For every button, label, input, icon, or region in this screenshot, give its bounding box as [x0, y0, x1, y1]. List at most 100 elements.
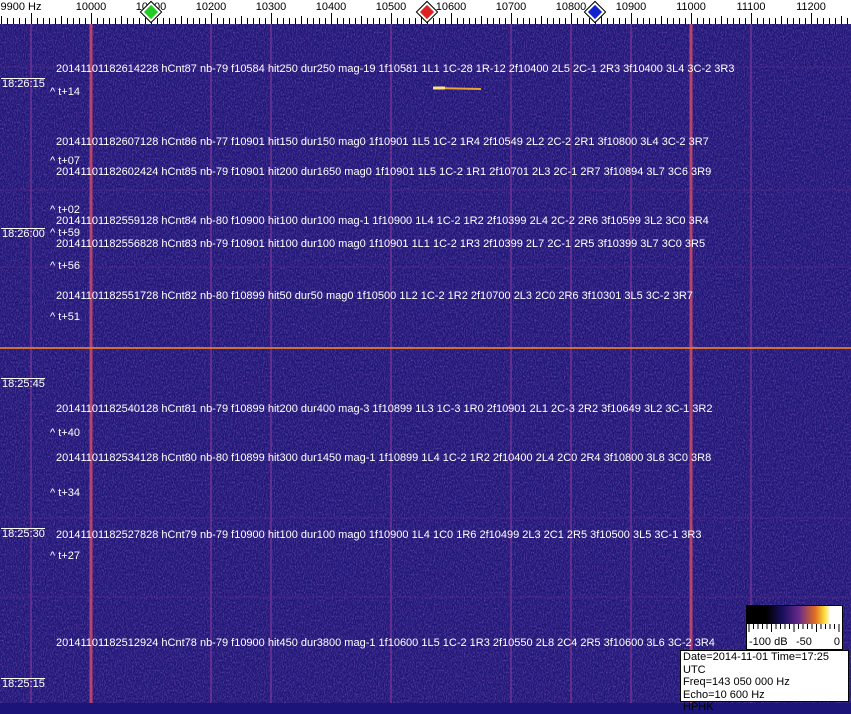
ruler-tick	[439, 18, 440, 24]
ruler-tick	[589, 18, 590, 24]
ruler-tick	[421, 16, 422, 24]
frequency-tick-label: 10400	[315, 1, 347, 13]
ruler-tick	[49, 18, 50, 24]
time-axis-label: 18:25:30	[1, 528, 45, 540]
ruler-tick	[553, 18, 554, 24]
ruler-tick	[379, 18, 380, 24]
detection-log-line: 20141101182607128 hCnt86 nb-77 f10901 hi…	[56, 136, 709, 148]
ruler-tick	[547, 18, 548, 24]
ruler-tick	[457, 18, 458, 24]
ruler-tick	[769, 18, 770, 24]
ruler-tick	[487, 18, 488, 24]
detection-log-line: 20141101182551728 hCnt82 nb-80 f10899 hi…	[56, 290, 693, 302]
ruler-tick	[685, 18, 686, 24]
ruler-tick	[619, 18, 620, 24]
ruler-tick	[289, 18, 290, 24]
ruler-tick	[25, 18, 26, 24]
ruler-tick	[247, 18, 248, 24]
ruler-tick	[811, 13, 812, 24]
color-gradient	[747, 606, 842, 624]
ruler-tick	[475, 18, 476, 24]
ruler-tick	[817, 18, 818, 24]
time-axis-label: 18:26:15	[1, 78, 45, 90]
frequency-tick-label: 10700	[495, 1, 527, 13]
ruler-tick	[73, 18, 74, 24]
ruler-tick	[283, 18, 284, 24]
ruler-tick	[55, 18, 56, 24]
frequency-tick-label: 11200	[796, 1, 826, 13]
ruler-tick	[325, 18, 326, 24]
detection-log-line: 20141101182559128 hCnt84 nb-80 f10900 hi…	[56, 215, 709, 227]
ruler-tick	[745, 18, 746, 24]
ruler-tick	[409, 18, 410, 24]
ruler-tick	[343, 18, 344, 24]
detection-log-line: 20141101182534128 hCnt80 nb-80 f10899 hi…	[56, 452, 712, 464]
ruler-tick	[703, 18, 704, 24]
ruler-tick	[139, 18, 140, 24]
ruler-tick	[787, 18, 788, 24]
ruler-tick	[103, 18, 104, 24]
ruler-tick	[523, 18, 524, 24]
ruler-tick	[163, 18, 164, 24]
frequency-tick-label: 10000	[75, 1, 107, 13]
frequency-tick-label: 10300	[255, 1, 287, 13]
ruler-tick	[721, 16, 722, 24]
detection-time-marker: ^ t+51	[50, 311, 80, 323]
ruler-tick	[157, 18, 158, 24]
ruler-tick	[7, 18, 8, 24]
ruler-tick	[463, 18, 464, 24]
ruler-tick	[739, 18, 740, 24]
ruler-tick	[493, 18, 494, 24]
ruler-tick	[199, 18, 200, 24]
ruler-tick	[667, 18, 668, 24]
ruler-tick	[43, 18, 44, 24]
ruler-tick	[541, 16, 542, 24]
ruler-tick	[127, 18, 128, 24]
ruler-tick	[697, 18, 698, 24]
ruler-tick	[571, 13, 572, 24]
ruler-tick	[241, 16, 242, 24]
ruler-tick	[271, 13, 272, 24]
ruler-tick	[307, 18, 308, 24]
ruler-tick	[97, 18, 98, 24]
ruler-tick	[235, 18, 236, 24]
scale-label-min: -100 dB	[749, 636, 788, 648]
ruler-tick	[781, 16, 782, 24]
detection-time-marker: ^ t+14	[50, 86, 80, 98]
ruler-tick	[85, 18, 86, 24]
ruler-tick	[373, 18, 374, 24]
station-info-box: Date=2014-11-01 Time=17:25 UTC Freq=143 …	[680, 650, 849, 713]
ruler-tick	[187, 18, 188, 24]
ruler-tick	[841, 16, 842, 24]
detection-time-marker: ^ t+02	[50, 204, 80, 216]
ruler-tick	[709, 18, 710, 24]
ruler-tick	[691, 13, 692, 24]
ruler-tick	[349, 18, 350, 24]
info-date-time: Date=2014-11-01 Time=17:25 UTC	[683, 651, 829, 676]
ruler-tick	[169, 18, 170, 24]
ruler-tick	[625, 18, 626, 24]
ruler-tick	[505, 18, 506, 24]
ruler-tick	[445, 18, 446, 24]
time-axis-label: 18:25:15	[1, 678, 45, 690]
detection-time-marker: ^ t+59	[50, 227, 80, 239]
frequency-tick-label: 10800	[555, 1, 587, 13]
scale-label-mid: -50	[796, 636, 812, 648]
ruler-tick	[205, 18, 206, 24]
ruler-tick	[499, 18, 500, 24]
detection-log-line: 20141101182512924 hCnt78 nb-79 f10900 hi…	[56, 637, 715, 649]
ruler-tick	[775, 18, 776, 24]
ruler-tick	[217, 18, 218, 24]
scale-label-max: 0	[833, 636, 840, 648]
ruler-tick	[565, 18, 566, 24]
detection-log-line: 20141101182540128 hCnt81 nb-79 f10899 hi…	[56, 403, 713, 415]
ruler-tick	[793, 18, 794, 24]
ruler-tick	[355, 18, 356, 24]
frequency-tick-label: 11000	[676, 1, 706, 13]
ruler-tick	[661, 16, 662, 24]
ruler-tick	[517, 18, 518, 24]
ruler-tick	[361, 16, 362, 24]
ruler-tick	[121, 16, 122, 24]
ruler-tick	[679, 18, 680, 24]
ruler-tick	[733, 18, 734, 24]
